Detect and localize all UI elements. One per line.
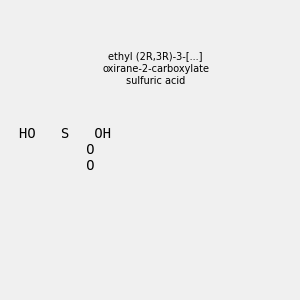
Text: HO   S   OH
      O
      O: HO S OH O O	[19, 127, 111, 173]
Text: ethyl (2R,3R)-3-[...]
oxirane-2-carboxylate
sulfuric acid: ethyl (2R,3R)-3-[...] oxirane-2-carboxyl…	[102, 52, 209, 86]
